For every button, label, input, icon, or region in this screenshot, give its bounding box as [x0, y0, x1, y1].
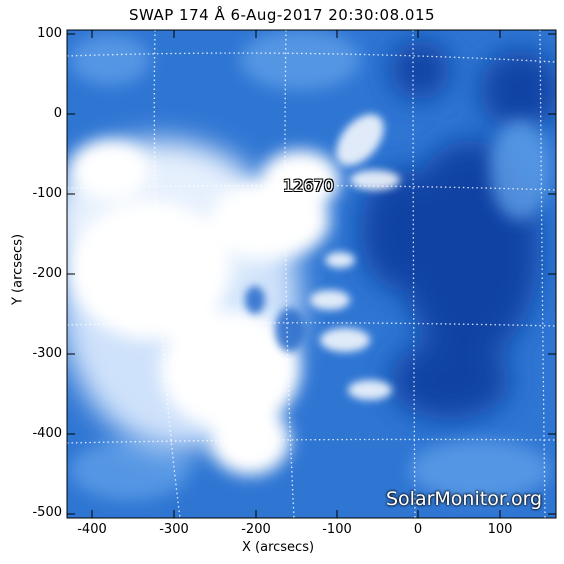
image-title: SWAP 174 Å 6-Aug-2017 20:30:08.015 — [128, 6, 436, 24]
x-tick-label: -200 — [241, 522, 271, 537]
x-tick-label: 0 — [413, 522, 423, 537]
y-tick-label: 0 — [53, 106, 62, 121]
coordinate-grid — [67, 30, 556, 518]
axis-ticks — [67, 30, 556, 518]
y-tick-label: -300 — [32, 346, 62, 361]
y-axis-label: Y (arcsecs) — [10, 233, 26, 306]
euv-solar-image — [67, 30, 556, 518]
x-axis-label: X (arcsecs) — [242, 540, 315, 555]
y-tick-label: -100 — [32, 186, 62, 201]
y-tick-label: -200 — [32, 266, 62, 281]
y-tick-label: 100 — [37, 26, 62, 41]
y-tick-label: -400 — [32, 426, 62, 441]
x-tick-label: 100 — [487, 522, 513, 537]
x-tick-label: -300 — [159, 522, 189, 537]
x-tick-label: -100 — [322, 522, 352, 537]
solarmonitor-watermark: SolarMonitor.org — [386, 488, 543, 510]
x-tick-label: -400 — [77, 522, 107, 537]
y-tick-label: -500 — [32, 505, 62, 520]
active-region-label: 12670 — [283, 176, 334, 195]
